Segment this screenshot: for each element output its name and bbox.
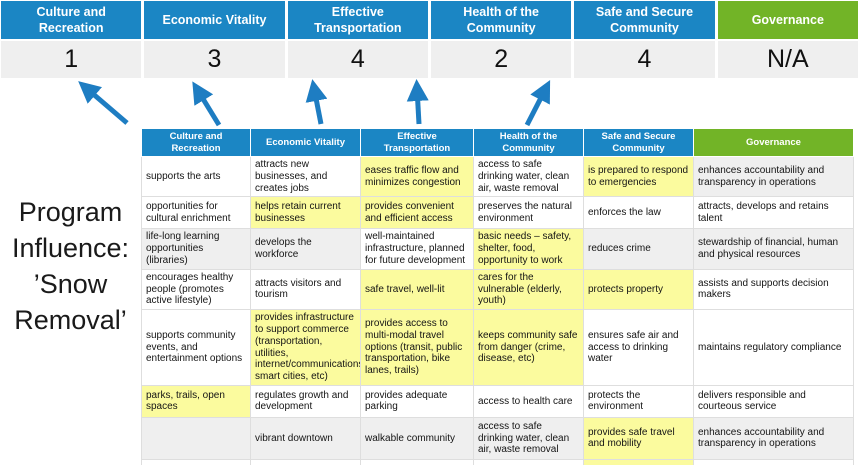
matrix-cell-r3c2: develops the workforce [250,228,361,270]
summary-score-health-of-the-community: 2 [430,41,572,78]
summary-header-safe-and-secure-community: Safe and Secure Community [574,1,715,39]
matrix-cell-r4c5: protects property [583,268,694,311]
matrix-cell-r7c3: walkable community [360,416,474,460]
matrix-cell-r1c4: access to safe drinking water, clean air… [473,155,584,198]
priority-matrix-table: Culture and Recreation Economic Vitality E… [141,128,854,465]
matrix-cell-r2c6: attracts, develops and retains talent [693,196,854,230]
matrix-row: life-long learning opportunities (librar… [141,228,854,270]
matrix-cell-r1c6: enhances accountability and transparency… [693,155,854,198]
matrix-header-health-of-the-community: Health of the Community [473,128,584,157]
matrix-cell-r6c4: access to health care [473,384,584,418]
up-arrow-icon [524,79,551,127]
matrix-cell-r8c2 [250,458,361,465]
summary-score-row: 1 3 4 2 4 N/A [1,41,858,78]
up-arrow-icon [406,79,429,125]
matrix-header-safe-and-secure-community: Safe and Secure Community [583,128,694,157]
matrix-cell-r4c1: encourages healthy people (promotes acti… [141,268,251,311]
matrix-cell-r1c3: eases traffic flow and minimizes congest… [360,155,474,198]
matrix-cell-r4c4: cares for the vulnerable (elderly, youth… [473,268,584,311]
program-title-line: ’Snow [33,269,108,299]
matrix-cell-r5c2: provides infrastructure to support comme… [250,309,361,386]
summary-header-governance: Governance [717,1,858,39]
matrix-row: supports community events, and entertain… [141,309,854,386]
matrix-cell-r8c6 [693,458,854,465]
summary-header-culture-and-recreation: Culture and Recreation [1,1,142,39]
matrix-cell-r7c1 [141,416,251,460]
matrix-cell-r8c5: looks after it's most vulnerable [583,458,694,465]
matrix-row: supports the arts attracts new businesses… [141,155,854,198]
matrix-cell-r7c4: access to safe drinking water, clean air… [473,416,584,460]
matrix-header-effective-transportation: Effective Transportation [360,128,474,157]
program-title-line: Influence: [11,233,130,263]
influence-arrows [78,79,551,127]
program-title-line: Program [18,197,123,227]
matrix-row: opportunities for cultural enrichment hel… [141,196,854,230]
summary-header-row: Culture and Recreation Economic Vitality E… [1,1,858,39]
summary-score-governance: N/A [717,41,858,78]
matrix-cell-r6c2: regulates growth and development [250,384,361,418]
program-influence-title: Program Influence: ’Snow Removal’ [0,194,141,338]
summary-header-health-of-the-community: Health of the Community [430,1,572,39]
matrix-cell-r1c1: supports the arts [141,155,251,198]
matrix-header-economic-vitality: Economic Vitality [250,128,361,157]
matrix-cell-r8c4 [473,458,584,465]
matrix-cell-r5c4: keeps community safe from danger (crime,… [473,309,584,386]
matrix-cell-r5c6: maintains regulatory compliance [693,309,854,386]
summary-header-effective-transportation: Effective Transportation [287,1,428,39]
matrix-cell-r2c3: provides convenient and efficient access [360,196,474,230]
matrix-cell-r1c5: is prepared to respond to emergencies [583,155,694,198]
matrix-cell-r8c3 [360,458,474,465]
matrix-cell-r3c5: reduces crime [583,228,694,270]
summary-score-culture-and-recreation: 1 [1,41,142,78]
matrix-cell-r2c4: preserves the natural environment [473,196,584,230]
matrix-cell-r2c1: opportunities for cultural enrichment [141,196,251,230]
matrix-cell-r8c1 [141,458,251,465]
matrix-row: looks after it's most vulnerable [141,458,854,465]
summary-score-effective-transportation: 4 [287,41,428,78]
up-arrow-icon [192,81,222,127]
summary-header-economic-vitality: Economic Vitality [144,1,285,39]
matrix-cell-r5c5: ensures safe air and access to drinking … [583,309,694,386]
matrix-cell-r4c3: safe travel, well-lit [360,268,474,311]
matrix-cell-r6c5: protects the environment [583,384,694,418]
matrix-cell-r2c5: enforces the law [583,196,694,230]
matrix-cell-r7c5: provides safe travel and mobility [583,416,694,460]
matrix-cell-r4c2: attracts visitors and tourism [250,268,361,311]
matrix-cell-r7c6: enhances accountability and transparency… [693,416,854,460]
matrix-cell-r6c1: parks, trails, open spaces [141,384,251,418]
matrix-header-culture-and-recreation: Culture and Recreation [141,128,251,157]
matrix-cell-r1c2: attracts new businesses, and creates job… [250,155,361,198]
summary-score-economic-vitality: 3 [144,41,285,78]
priority-matrix: Culture and Recreation Economic Vitality E… [141,128,854,465]
matrix-cell-r7c2: vibrant downtown [250,416,361,460]
matrix-row: vibrant downtown walkable community access… [141,416,854,460]
matrix-cell-r6c3: provides adequate parking [360,384,474,418]
matrix-row: encourages healthy people (promotes acti… [141,268,854,311]
program-title-line: Removal’ [14,305,127,335]
matrix-cell-r4c6: assists and supports decision makers [693,268,854,311]
matrix-cell-r3c3: well-maintained infrastructure, planned … [360,228,474,270]
up-arrow-icon [78,81,129,125]
matrix-cell-r5c3: provides access to multi-modal travel op… [360,309,474,386]
matrix-row: parks, trails, open spaces regulates grow… [141,384,854,418]
matrix-cell-r2c2: helps retain current businesses [250,196,361,230]
summary-score-safe-and-secure-community: 4 [574,41,715,78]
matrix-cell-r3c4: basic needs – safety, shelter, food, opp… [473,228,584,270]
matrix-cell-r3c1: life-long learning opportunities (librar… [141,228,251,270]
matrix-cell-r5c1: supports community events, and entertain… [141,309,251,386]
matrix-cell-r3c6: stewardship of financial, human and phys… [693,228,854,270]
matrix-cell-r6c6: delivers responsible and courteous servi… [693,384,854,418]
up-arrow-icon [305,79,328,125]
matrix-header-governance: Governance [693,128,854,157]
